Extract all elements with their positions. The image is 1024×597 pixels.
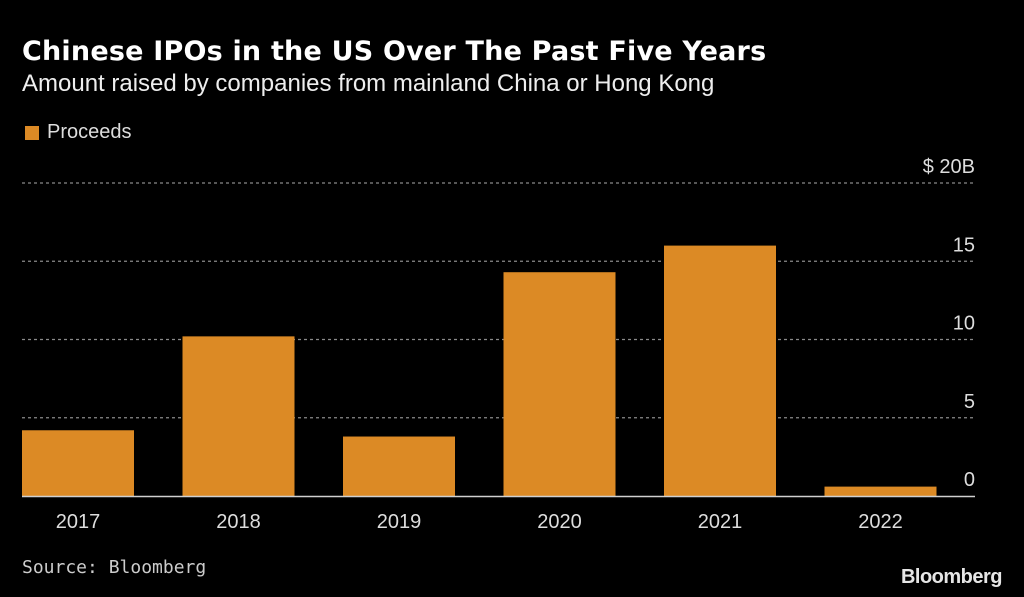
legend-swatch-proceeds bbox=[25, 125, 39, 140]
bars bbox=[22, 245, 937, 496]
y-tick-label: 5 bbox=[964, 391, 975, 413]
bloomberg-logo: Bloomberg bbox=[900, 566, 1003, 588]
y-tick-label: 0 bbox=[964, 469, 975, 491]
gridlines bbox=[22, 182, 975, 419]
x-tick-label: 2019 bbox=[377, 511, 422, 533]
y-tick-label: 15 bbox=[953, 234, 975, 256]
x-tick-label: 2017 bbox=[56, 511, 101, 533]
chart-subtitle: Amount raised by companies from mainland… bbox=[22, 70, 715, 97]
y-tick-label: 10 bbox=[953, 313, 975, 335]
bar-2018 bbox=[182, 336, 295, 496]
y-axis-ticks: 0 5 10 15 $ 20B bbox=[923, 156, 975, 491]
legend-label-proceeds: Proceeds bbox=[47, 121, 132, 143]
source-note: Source: Bloomberg bbox=[22, 557, 207, 578]
bar-2022 bbox=[824, 486, 937, 496]
bar-2020 bbox=[503, 272, 616, 496]
x-tick-label: 2022 bbox=[858, 511, 903, 533]
x-tick-label: 2021 bbox=[698, 511, 743, 533]
chart-title: Chinese IPOs in the US Over The Past Fiv… bbox=[22, 36, 767, 67]
x-tick-label: 2020 bbox=[537, 511, 582, 533]
legend: Proceeds bbox=[25, 121, 132, 144]
y-tick-label: $ 20B bbox=[923, 156, 975, 178]
bar-2021 bbox=[664, 245, 776, 496]
bar-2017 bbox=[22, 430, 134, 496]
x-axis-ticks: 2017 2018 2019 2020 2021 2022 bbox=[56, 511, 903, 533]
x-tick-label: 2018 bbox=[216, 511, 261, 533]
bar-2019 bbox=[343, 436, 455, 496]
